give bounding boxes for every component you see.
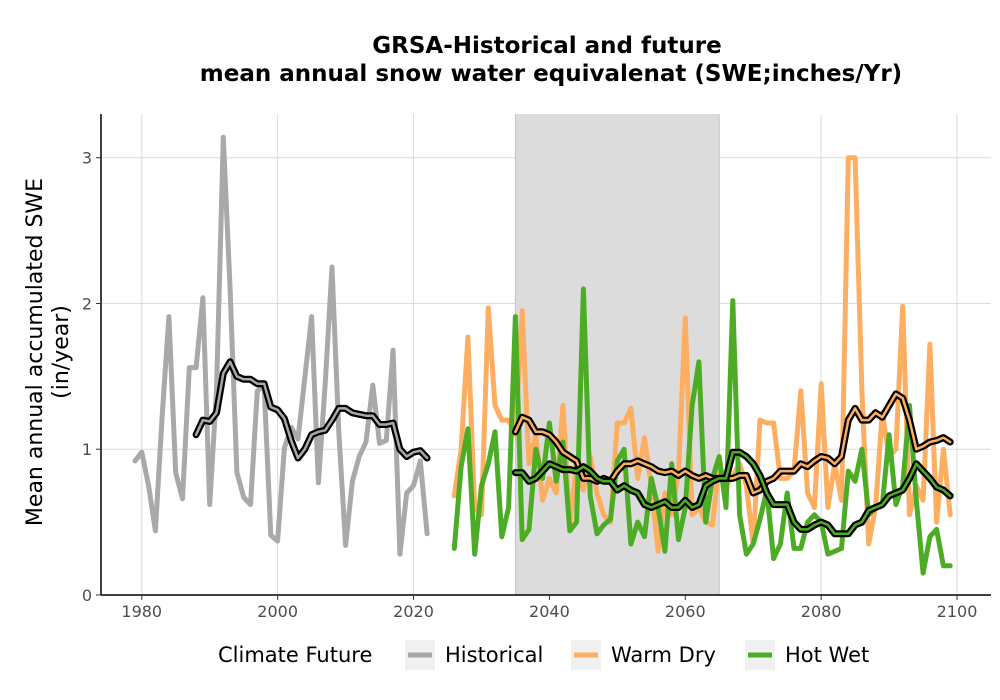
x-tick-label: 2100	[937, 602, 978, 621]
x-tick-label: 2060	[665, 602, 706, 621]
y-tick-label: 3	[82, 149, 92, 168]
x-tick-label: 2000	[257, 602, 298, 621]
x-tick-label: 1980	[121, 602, 162, 621]
smoothed-line-historical	[194, 360, 429, 460]
x-tick-label: 2020	[393, 602, 434, 621]
legend: Climate Future Historical Warm Dry Hot Wet	[218, 640, 869, 670]
series-line-hot-wet	[451, 286, 953, 576]
plot-area: 1980 2000 2020 2040 2060 2080 2100 0 1 2 3	[82, 114, 991, 621]
smoothed-line-hot-wet	[514, 450, 952, 536]
smoothed-line-warm-dry	[514, 392, 952, 495]
legend-label: Warm Dry	[611, 643, 716, 667]
legend-title: Climate Future	[218, 643, 372, 667]
y-axis-label-line1: Mean annual accumulated SWE	[23, 178, 48, 526]
x-tick-label: 2040	[529, 602, 570, 621]
y-axis-label: Mean annual accumulated SWE (in/year)	[23, 178, 74, 526]
y-axis-label-line2: (in/year)	[49, 305, 74, 399]
y-tick-label: 0	[82, 586, 92, 605]
chart-title: GRSA-Historical and future	[372, 33, 721, 59]
legend-label: Hot Wet	[785, 643, 869, 667]
y-tick-label: 2	[82, 294, 92, 313]
legend-label: Historical	[445, 643, 543, 667]
chart-subtitle: mean annual snow water equivalenat (SWE;…	[200, 61, 902, 87]
x-tick-label: 2080	[801, 602, 842, 621]
series-line-historical	[132, 134, 430, 557]
y-tick-label: 1	[82, 440, 92, 459]
